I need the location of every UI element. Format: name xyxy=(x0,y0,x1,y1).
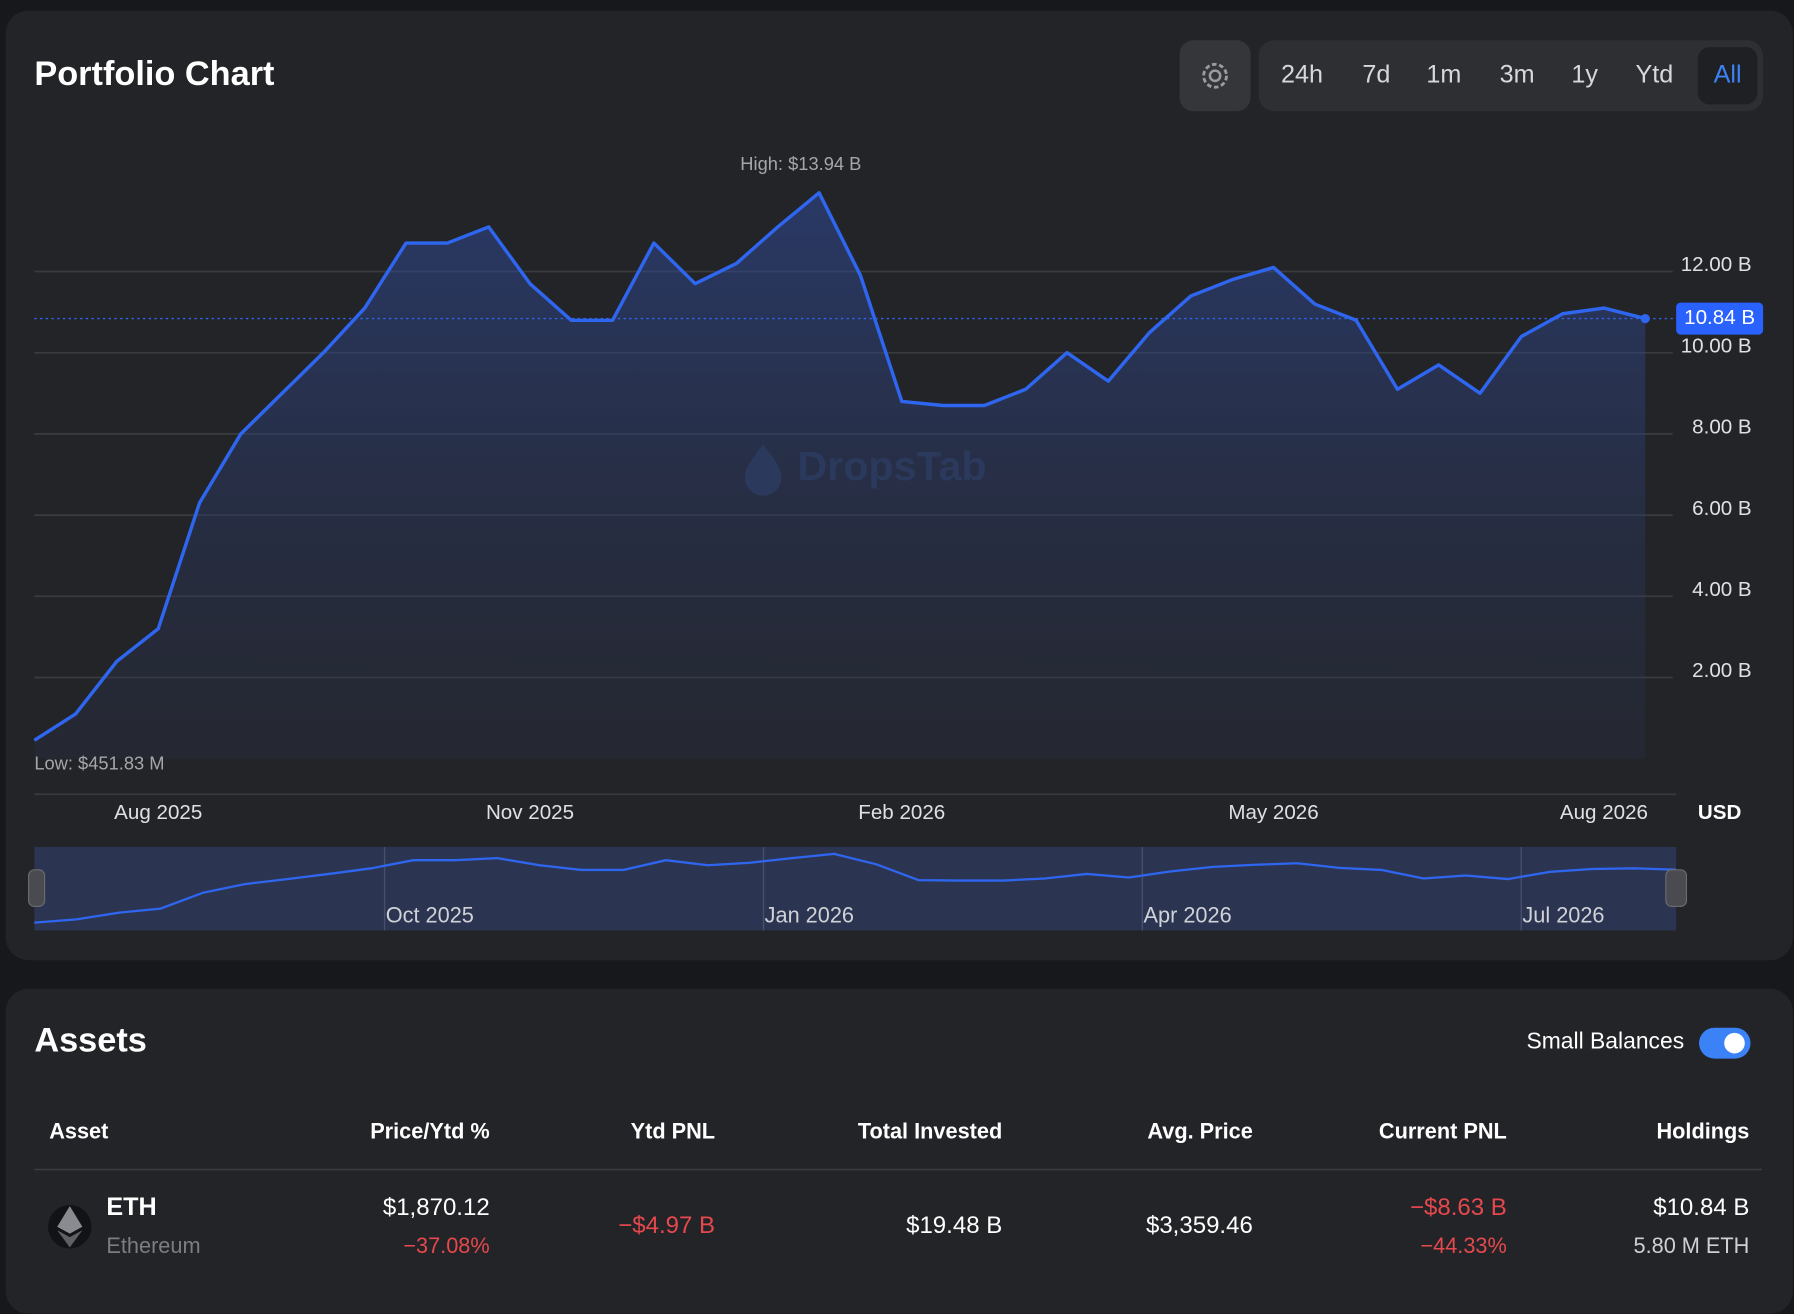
navigator-handle-left[interactable] xyxy=(28,869,46,907)
asset-row[interactable]: ETH Ethereum $1,870.12 −37.08% −$4.97 B $19.4… xyxy=(48,1193,1749,1258)
navigator-label: Oct 2025 xyxy=(386,902,474,927)
range-button[interactable]: 7d xyxy=(1362,60,1390,88)
total-invested: $19.48 B xyxy=(906,1212,1002,1239)
toggle-knob[interactable] xyxy=(1724,1032,1745,1054)
watermark-logo xyxy=(744,444,782,496)
y-unit: USD xyxy=(1698,801,1741,824)
column-header: Avg. Price xyxy=(1147,1119,1252,1144)
range-button[interactable]: 1m xyxy=(1426,60,1461,88)
y-tick-label: 6.00 B xyxy=(1692,497,1752,520)
toggle[interactable] xyxy=(1699,1027,1751,1059)
settings-button[interactable] xyxy=(1179,40,1251,112)
asset-name: Ethereum xyxy=(106,1233,200,1258)
line xyxy=(33,191,1646,742)
toggle-label: Small Balances xyxy=(1526,1028,1684,1054)
price: $1,870.12 xyxy=(383,1194,490,1221)
navigator-label: Apr 2026 xyxy=(1144,902,1232,927)
navigator[interactable] xyxy=(34,846,1677,931)
ytd-pnl: −$4.97 B xyxy=(618,1212,715,1239)
range-button[interactable]: 3m xyxy=(1500,60,1535,88)
eth-logo-bottom xyxy=(57,1230,83,1248)
column-header: Price/Ytd % xyxy=(370,1119,490,1144)
gear-teeth xyxy=(1202,62,1228,89)
navigator-label: Jul 2026 xyxy=(1522,902,1604,927)
current-pnl: −$8.63 B xyxy=(1410,1194,1507,1221)
ytd-percent: −37.08% xyxy=(403,1233,489,1258)
column-header: Total Invested xyxy=(858,1119,1002,1144)
range-active-bg[interactable] xyxy=(1697,47,1758,105)
last-point xyxy=(1640,314,1650,324)
current-value-badge xyxy=(1676,302,1764,335)
range-button[interactable]: All xyxy=(1714,60,1742,88)
y-tick-label: 10.00 B xyxy=(1681,334,1752,357)
column-header: Ytd PNL xyxy=(631,1119,715,1144)
x-tick-label: Aug 2025 xyxy=(114,801,202,824)
range-selector xyxy=(1258,40,1764,112)
current-pnl-percent: −44.33% xyxy=(1420,1233,1506,1258)
area-fill xyxy=(34,192,1646,759)
watermark: DropsTab xyxy=(744,443,987,496)
navigator-label: Jan 2026 xyxy=(765,902,854,927)
eth-logo-top xyxy=(57,1206,83,1234)
assets-card xyxy=(5,988,1793,1314)
y-tick-label: 8.00 B xyxy=(1692,416,1752,439)
y-tick-label: 2.00 B xyxy=(1692,659,1752,682)
x-tick-label: Aug 2026 xyxy=(1560,801,1648,824)
column-header: Current PNL xyxy=(1379,1119,1507,1144)
navigator-line xyxy=(34,852,1677,924)
low-annotation: Low: $451.83 M xyxy=(34,752,164,773)
range-button[interactable]: 1y xyxy=(1571,60,1598,88)
settings-bg[interactable] xyxy=(1179,40,1251,112)
assets-title: Assets xyxy=(34,1022,147,1060)
high-annotation: High: $13.94 B xyxy=(740,153,861,174)
y-tick-label: 12.00 B xyxy=(1681,253,1752,276)
x-tick-label: Feb 2026 xyxy=(858,801,945,824)
column-header: Asset xyxy=(49,1119,108,1144)
gear-hub xyxy=(1208,69,1222,83)
y-tick-label: 4.00 B xyxy=(1692,578,1752,601)
holdings-value: $10.84 B xyxy=(1653,1194,1749,1221)
holdings-amount: 5.80 M ETH xyxy=(1634,1233,1750,1258)
x-tick-label: Nov 2025 xyxy=(486,801,574,824)
avg-price: $3,359.46 xyxy=(1146,1212,1253,1239)
column-header: Holdings xyxy=(1656,1119,1749,1144)
watermark-text: DropsTab xyxy=(797,443,986,489)
range-button[interactable]: 24h xyxy=(1281,60,1323,88)
range-button[interactable]: Ytd xyxy=(1636,60,1674,88)
card-title: Portfolio Chart xyxy=(34,55,274,93)
navigator-handle-right[interactable] xyxy=(1665,869,1688,907)
x-tick-label: May 2026 xyxy=(1228,801,1318,824)
asset-symbol: ETH xyxy=(106,1193,156,1221)
current-value-label: 10.84 B xyxy=(1684,306,1755,329)
